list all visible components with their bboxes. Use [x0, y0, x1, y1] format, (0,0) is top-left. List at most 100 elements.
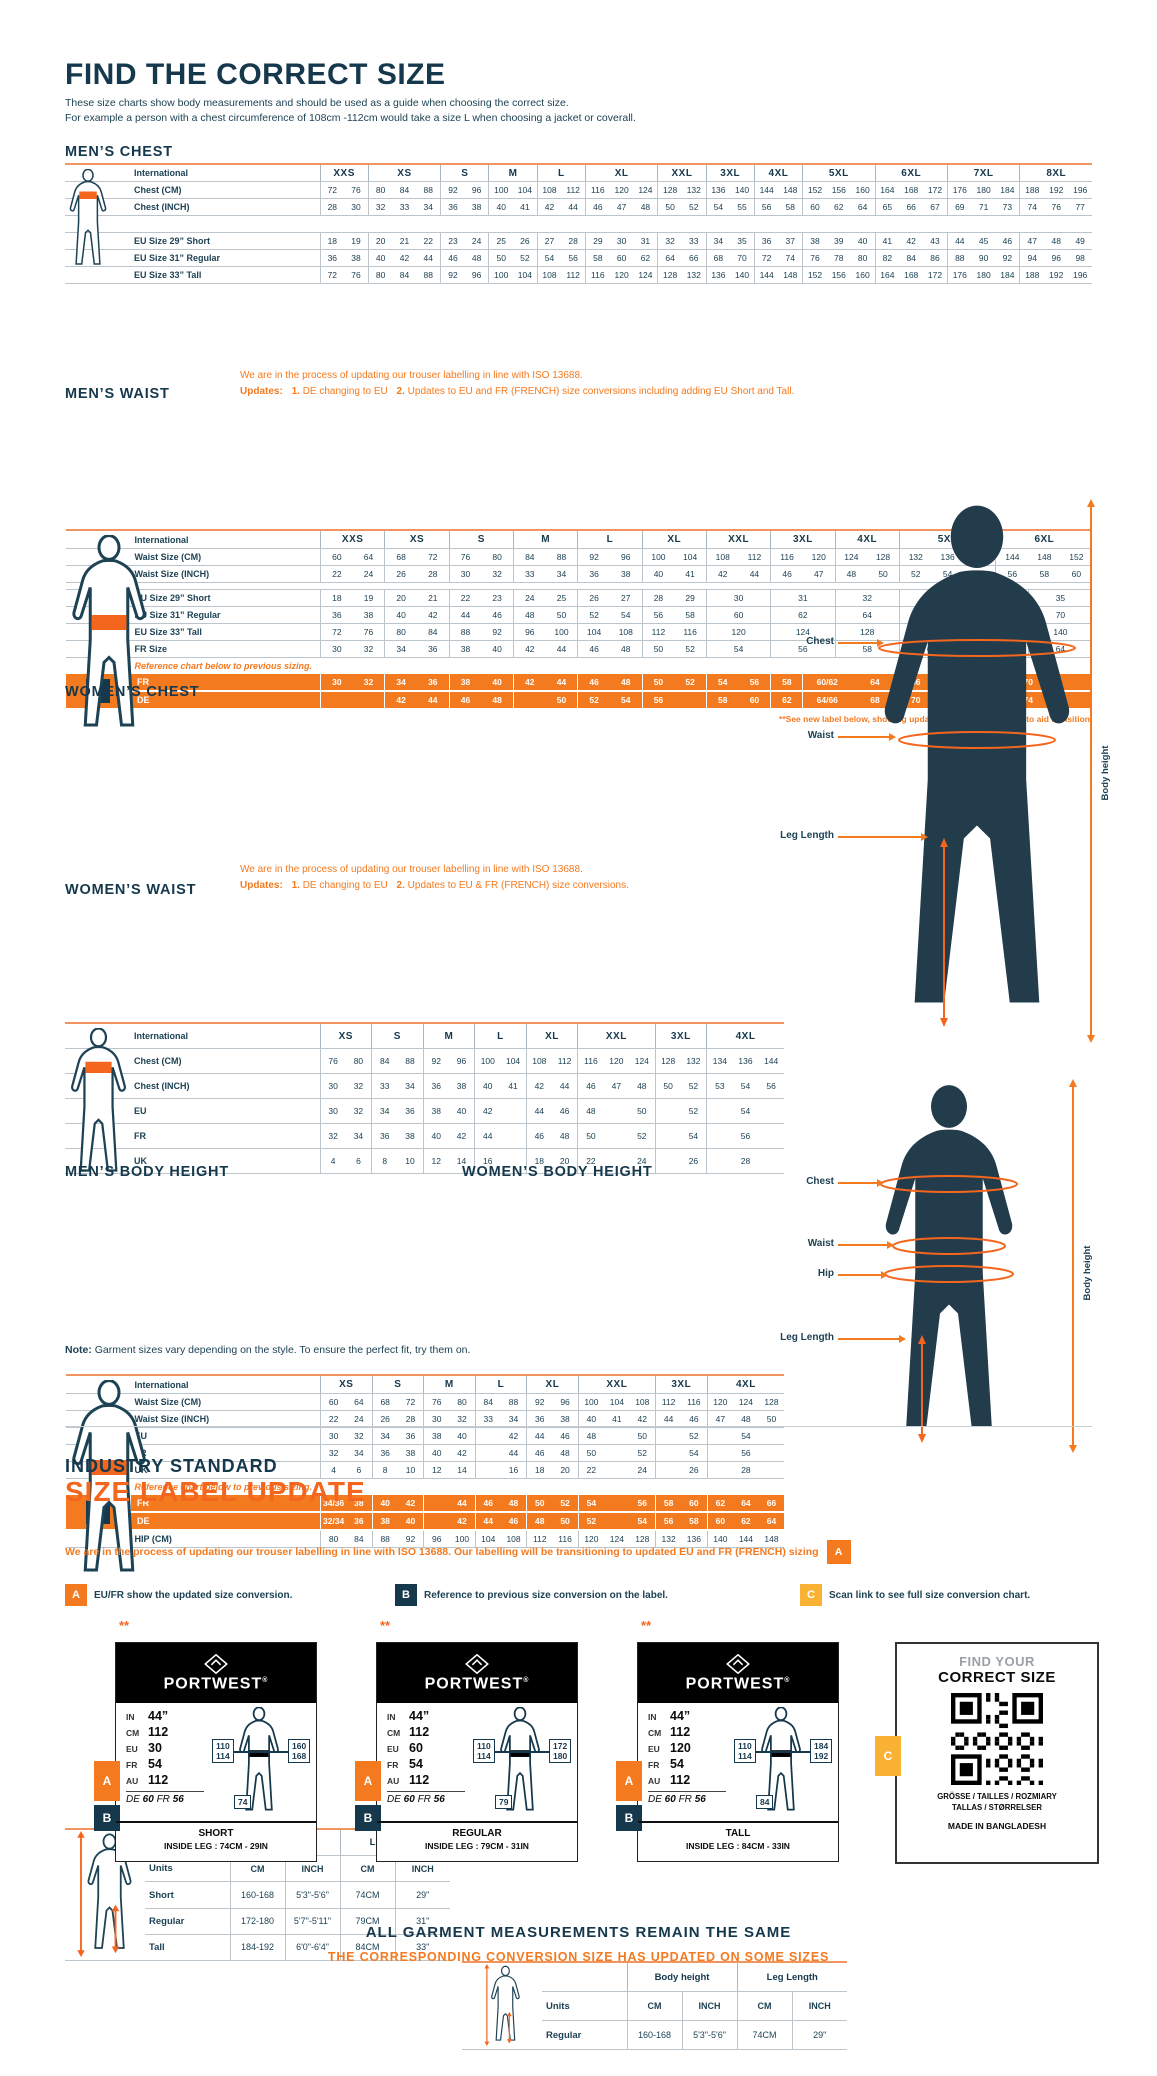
size-value: 48 — [621, 644, 631, 654]
table-row: FR 32 34 36 38 40 42 44 46 48 50 52 54 56 — [65, 1123, 784, 1149]
size-cell: 54 — [654, 1123, 707, 1149]
size-cell: 25 26 — [488, 232, 538, 250]
size-cell: 52 — [654, 1098, 707, 1124]
size-value — [656, 1465, 681, 1475]
size-cell: 76 80 — [448, 548, 514, 566]
cell-values: 108 112 — [538, 185, 585, 195]
womens-body-height-table: Body height Leg Length Units CM INCH CM INCH Re… — [462, 1961, 1157, 2050]
size-value: 92 — [405, 1534, 416, 1544]
size-cell: 22 24 — [320, 1410, 373, 1428]
cell-values: 46 48 — [578, 677, 641, 687]
brand-name: PORTWEST® — [424, 1675, 530, 1693]
size-value: 84 — [428, 627, 438, 637]
size-value: 32 — [363, 677, 374, 687]
size-value: 52 — [911, 569, 921, 579]
spec-key: FR — [387, 1760, 399, 1770]
size-value: 42 — [399, 253, 410, 263]
size-cell: 26 — [654, 1148, 707, 1174]
portwest-diamond-icon — [726, 1654, 750, 1675]
icon-column-cell — [65, 530, 131, 549]
size-value: 168 — [904, 270, 919, 280]
card-stars: ** — [641, 1618, 652, 1633]
size-value: 28 — [428, 569, 438, 579]
cell-values: 42 44 — [527, 1081, 578, 1091]
size-value: 42 — [428, 610, 438, 620]
size-cell: 56 — [706, 1123, 784, 1149]
cell-values: 38 40 — [450, 677, 513, 687]
size-column-header: M — [512, 530, 578, 549]
size-value: 34 — [396, 644, 406, 654]
chest-arrow-icon — [838, 1179, 884, 1187]
reference-note: Reference chart below to previous sizing… — [134, 661, 313, 671]
size-value: 116 — [683, 627, 697, 637]
size-value: 50 — [586, 1131, 596, 1141]
size-value: 104 — [517, 270, 532, 280]
icon-column-cell — [65, 1393, 131, 1411]
size-cell: 116 120 124 — [584, 181, 658, 199]
cell-values: 54 — [656, 1448, 707, 1458]
card-figure — [228, 1706, 290, 1820]
body-height-arrow-icon — [1069, 1079, 1077, 1453]
size-value: 38 — [621, 569, 631, 579]
row-label: FR — [130, 1123, 321, 1149]
size-label-card: PORTWEST® A B IN 44” CM 112 EU 120 FR 54 AU 112 DE 60… — [616, 1642, 839, 1862]
size-value: 60/62 — [816, 677, 838, 687]
chest-arrow-icon — [838, 639, 884, 647]
size-value: 80 — [375, 270, 386, 280]
size-value: 112 — [533, 1534, 547, 1544]
size-value: 32 — [328, 1448, 339, 1458]
cell-values: 82 84 86 — [876, 253, 947, 263]
cell-values: 47 48 49 — [1020, 236, 1092, 246]
size-value: 148 — [783, 270, 798, 280]
womens-waist-update-note: We are in the process of updating our tr… — [240, 862, 800, 894]
size-value — [604, 1431, 629, 1441]
row-label: Waist Size (CM) — [130, 548, 321, 566]
size-value: 66 — [766, 1498, 777, 1508]
size-value: 50 — [663, 1081, 673, 1091]
cell-values: 36 38 — [372, 1131, 423, 1141]
size-value: 40 — [380, 1498, 390, 1508]
size-value: 32 — [665, 236, 675, 246]
size-value: 71 — [978, 202, 989, 212]
size-value: 44 — [749, 569, 760, 579]
unit-header: CM — [626, 1991, 682, 2022]
size-value: 144 — [1005, 552, 1020, 562]
size-cell: 88 90 92 — [946, 249, 1020, 267]
cell-values: 74 — [964, 695, 1092, 705]
size-column-header: M — [488, 164, 538, 182]
size-value: 128 — [860, 627, 875, 637]
unit-header: INCH — [681, 1991, 738, 2022]
size-value: 30 — [332, 644, 342, 654]
cell-values: 50 — [514, 695, 577, 705]
size-value: 92 — [1002, 253, 1013, 263]
size-value: 56 — [653, 695, 664, 705]
cell-values: 53 54 56 — [707, 1081, 784, 1091]
size-cell: 33 34 — [512, 565, 578, 583]
size-value: 64 — [354, 1397, 364, 1407]
size-cell: 40 42 — [384, 606, 450, 624]
cell-values: 38 40 — [424, 1106, 475, 1116]
size-value: 40 — [457, 1431, 467, 1441]
size-cell: 84 88 — [371, 1048, 424, 1074]
size-value: 54 — [544, 253, 555, 263]
size-value: 156 — [831, 270, 846, 280]
size-cell: 62 — [770, 606, 836, 624]
size-cell: 30 32 — [319, 1073, 372, 1099]
card-footer: REGULAR INSIDE LEG : 79CM - 31IN — [377, 1821, 577, 1861]
size-cell: 30 32 — [319, 1098, 372, 1124]
cell-values: 30 — [707, 593, 770, 603]
cell-values: 58 60 — [707, 695, 770, 705]
size-value: 46 — [492, 610, 502, 620]
hip-arrow-icon — [838, 1271, 888, 1279]
cell-values: 36 38 — [527, 1414, 578, 1424]
size-value — [500, 1106, 525, 1116]
size-cell: 46 48 — [526, 1444, 579, 1462]
size-value: 34 — [379, 1106, 390, 1116]
size-value: 148 — [764, 1534, 779, 1544]
cell-values: 28 29 — [643, 593, 706, 603]
size-value: 26 — [589, 593, 599, 603]
table-row: Chest (CM) 76 80 84 88 92 96 100 104 108 112 116 120… — [65, 1048, 784, 1074]
size-value: 50 — [535, 1498, 545, 1508]
card-person-icon — [500, 1706, 540, 1811]
